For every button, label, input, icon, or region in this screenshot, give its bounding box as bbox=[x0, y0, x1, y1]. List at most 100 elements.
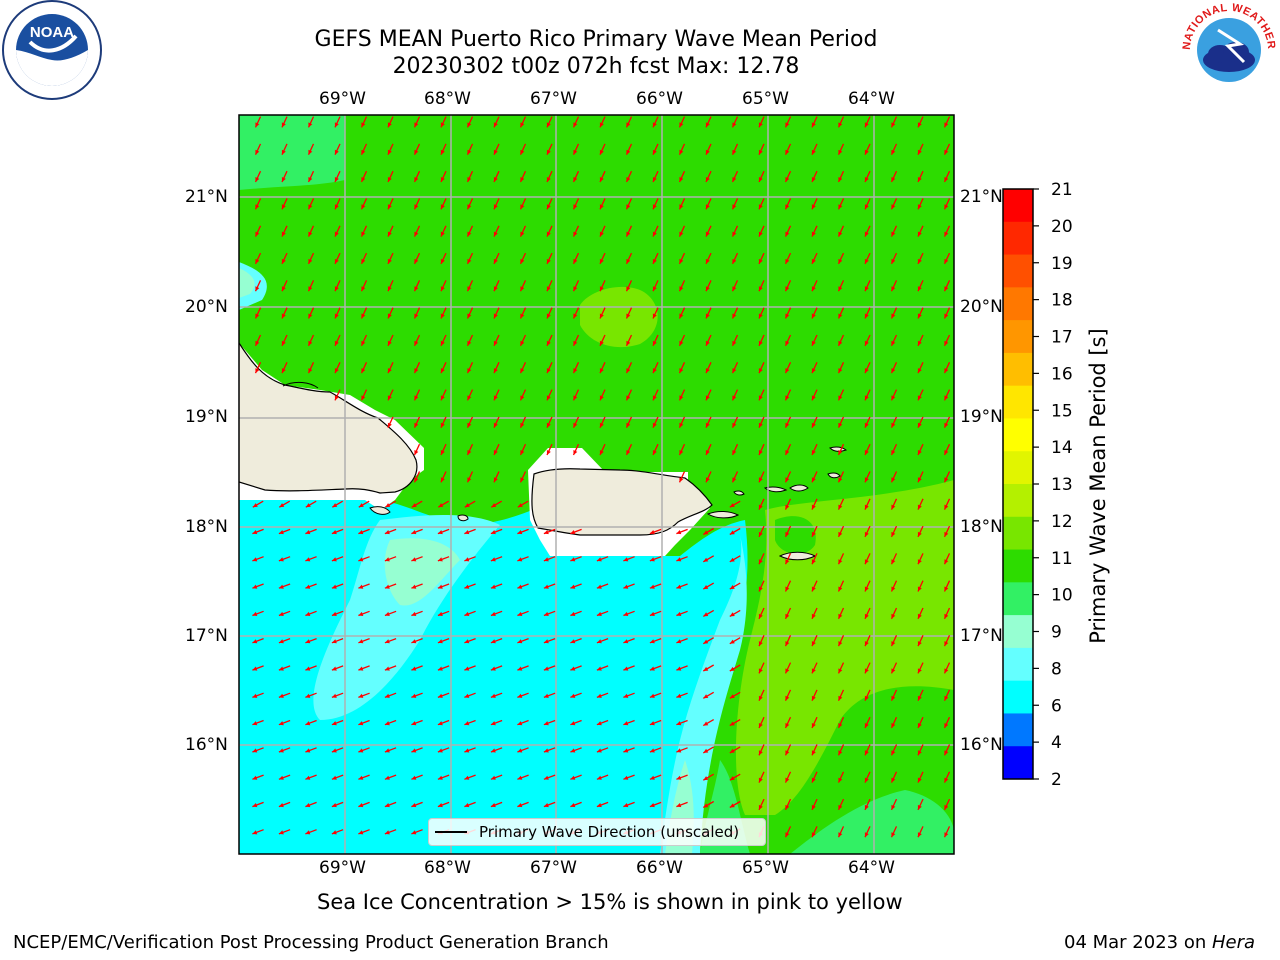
wave-arrow bbox=[890, 716, 898, 729]
wave-arrow bbox=[358, 829, 370, 835]
wave-arrow bbox=[440, 334, 447, 347]
wave-arrow bbox=[623, 719, 635, 726]
wave-arrow bbox=[729, 555, 741, 563]
wave-arrow bbox=[331, 665, 344, 671]
wave-arrow bbox=[281, 307, 288, 319]
wave-arrow bbox=[864, 607, 871, 620]
wave-arrow bbox=[811, 307, 818, 319]
lon-label-top: 67°W bbox=[530, 89, 577, 109]
wave-arrow bbox=[384, 719, 397, 726]
wave-arrow bbox=[729, 582, 741, 590]
wave-direction-arrows bbox=[252, 116, 951, 838]
wave-arrow bbox=[493, 471, 500, 483]
wave-arrow bbox=[305, 637, 317, 644]
wave-arrow bbox=[572, 280, 580, 292]
wave-arrow bbox=[464, 665, 476, 671]
wave-arrow bbox=[307, 252, 315, 265]
wave-arrow bbox=[784, 689, 792, 701]
wave-arrow bbox=[917, 362, 924, 374]
lon-label-bottom: 64°W bbox=[848, 858, 895, 878]
wave-arrow bbox=[252, 665, 264, 671]
lat-label-right: 19°N bbox=[960, 407, 1003, 427]
wave-arrow bbox=[519, 143, 527, 155]
wave-arrow bbox=[758, 798, 765, 811]
wave-arrow bbox=[358, 665, 370, 671]
wave-arrow bbox=[546, 225, 553, 237]
wave-arrow bbox=[917, 798, 924, 811]
wave-arrow bbox=[281, 225, 288, 237]
wave-arrow bbox=[490, 610, 503, 617]
wave-arrow bbox=[837, 662, 845, 674]
wave-arrow bbox=[917, 307, 924, 319]
wave-arrow bbox=[254, 170, 262, 183]
wave-arrow bbox=[731, 334, 739, 347]
wave-arrow bbox=[917, 198, 924, 210]
wave-arrow bbox=[811, 471, 818, 483]
wave-arrow bbox=[943, 362, 951, 374]
wave-arrow bbox=[599, 252, 606, 265]
wave-arrow bbox=[411, 637, 423, 644]
lat-label-right: 18°N bbox=[960, 517, 1003, 537]
lat-label-left: 20°N bbox=[185, 297, 228, 317]
wave-arrow bbox=[543, 801, 556, 808]
wave-arrow bbox=[252, 528, 264, 535]
wave-arrow bbox=[758, 389, 765, 401]
wave-arrow bbox=[411, 556, 423, 562]
wave-arrow bbox=[360, 225, 368, 237]
wave-arrow bbox=[254, 362, 262, 374]
footer-date-text: 04 Mar 2023 on bbox=[1064, 932, 1212, 953]
wave-arrow bbox=[305, 747, 317, 753]
wave-arrow bbox=[464, 801, 476, 808]
wave-arrow bbox=[811, 443, 818, 456]
wave-arrow bbox=[305, 829, 317, 835]
wave-arrow bbox=[676, 774, 688, 780]
wave-arrow bbox=[625, 198, 633, 210]
wave-arrow bbox=[517, 610, 529, 617]
wave-arrow bbox=[784, 225, 792, 237]
wave-arrow bbox=[678, 471, 686, 483]
wave-arrow bbox=[437, 528, 450, 535]
wave-arrow bbox=[731, 143, 739, 155]
wave-arrow bbox=[546, 307, 553, 319]
wave-arrow bbox=[758, 252, 765, 265]
wave-arrow bbox=[278, 719, 291, 726]
wave-arrow bbox=[572, 334, 580, 347]
wave-arrow bbox=[464, 747, 476, 753]
wave-arrow bbox=[572, 252, 580, 265]
wave-arrow bbox=[890, 798, 898, 811]
wave-arrow bbox=[678, 416, 686, 428]
wave-arrow bbox=[493, 116, 500, 128]
wave-arrow bbox=[464, 637, 476, 644]
wave-arrow bbox=[811, 116, 818, 128]
wave-arrow bbox=[493, 143, 500, 155]
wave-arrow bbox=[464, 719, 476, 726]
wave-arrow bbox=[387, 225, 394, 237]
lat-label-left: 16°N bbox=[185, 735, 228, 755]
wave-arrow bbox=[702, 719, 715, 727]
lon-label-bottom: 65°W bbox=[742, 858, 789, 878]
wave-arrow bbox=[440, 252, 447, 265]
wave-arrow bbox=[517, 528, 529, 535]
wave-arrow bbox=[334, 362, 341, 374]
wave-arrow bbox=[440, 280, 447, 292]
wave-arrow bbox=[440, 143, 447, 155]
wave-arrow bbox=[678, 389, 686, 401]
wave-arrow bbox=[490, 692, 503, 699]
lon-label-bottom: 67°W bbox=[530, 858, 577, 878]
lon-label-top: 65°W bbox=[742, 89, 789, 109]
wave-arrow bbox=[705, 362, 712, 374]
wave-arrow bbox=[729, 637, 741, 645]
wave-arrow bbox=[543, 556, 556, 562]
wave-arrow bbox=[811, 798, 818, 811]
wave-arrow bbox=[334, 334, 341, 347]
wave-arrow bbox=[490, 500, 503, 508]
wave-arrow bbox=[678, 280, 686, 292]
wave-arrow bbox=[702, 691, 715, 699]
wave-arrow bbox=[652, 252, 659, 265]
wave-arrow bbox=[837, 525, 845, 538]
wave-arrow bbox=[331, 829, 344, 835]
wave-arrow bbox=[890, 826, 898, 838]
wave-arrow bbox=[917, 252, 924, 265]
wave-arrow bbox=[758, 198, 765, 210]
wave-arrow bbox=[572, 143, 580, 155]
